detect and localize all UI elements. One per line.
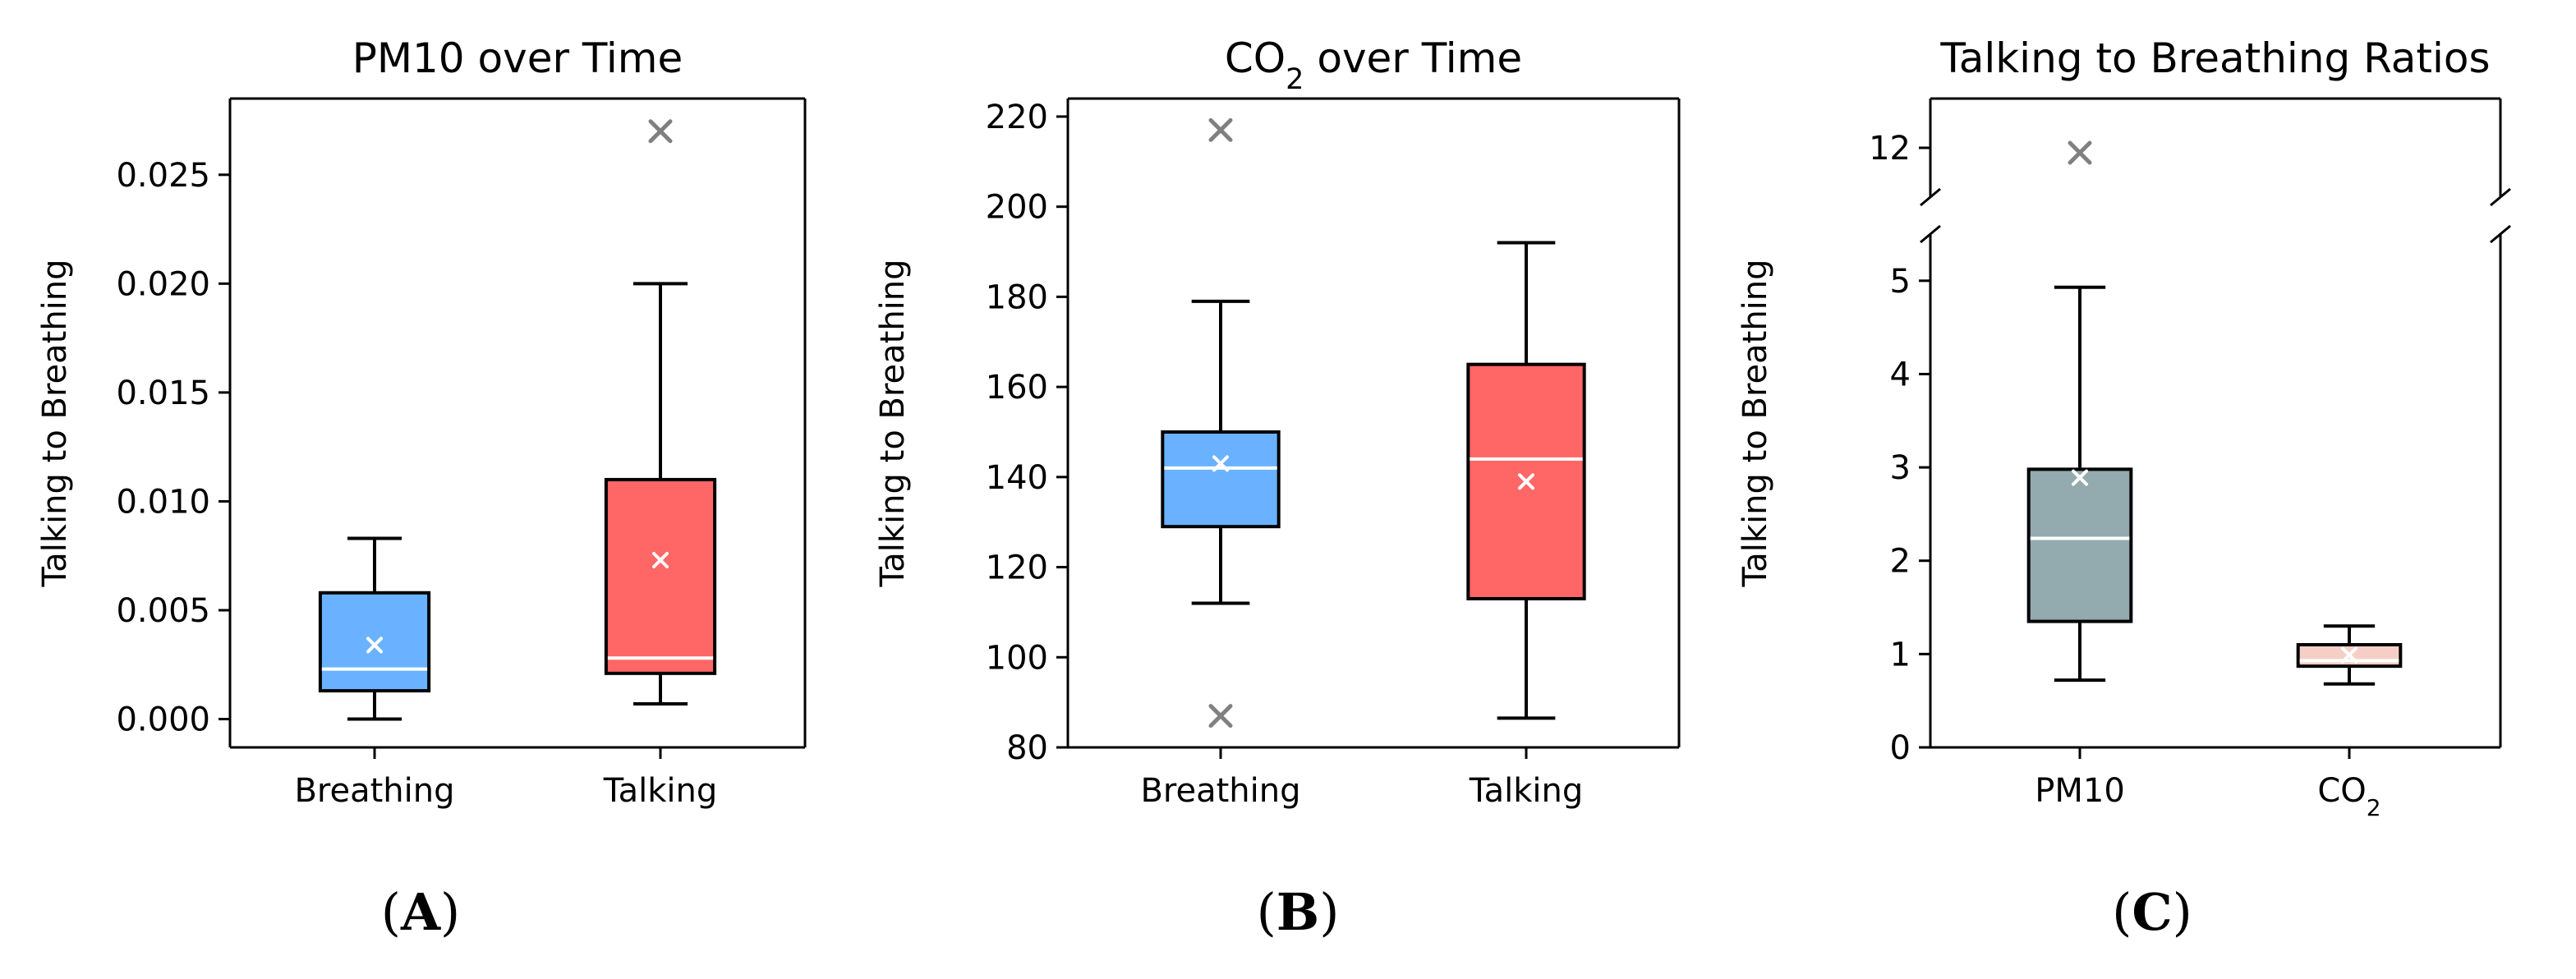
box-talking: Talking <box>1466 241 1586 810</box>
outlier-marker <box>2068 140 2092 165</box>
mean-marker <box>366 637 383 654</box>
panel-label: (A) <box>381 882 461 942</box>
box-body <box>2026 467 2133 623</box>
y-tick-label: 140 <box>986 459 1048 497</box>
y-tick-label: 180 <box>986 278 1048 316</box>
y-tick-label: 0.000 <box>116 701 210 739</box>
y-tick-label: 160 <box>986 369 1048 407</box>
x-tick-label-text: Breathing <box>294 772 454 810</box>
y-tick-label: 4 <box>1890 356 1911 393</box>
x-tick-label-subscript: 2 <box>2367 794 2381 821</box>
panel-label-close: ) <box>1319 882 1339 942</box>
x-tick-label: CO2 <box>2317 772 2380 821</box>
y-tick-label: 0.025 <box>116 157 210 195</box>
mean-marker <box>1212 455 1229 472</box>
mean-marker-stroke-b <box>366 637 383 654</box>
chart-title: PM10 over Time <box>352 34 683 82</box>
panel-label-close: ) <box>440 882 460 942</box>
y-axis-label: Talking to Breathing <box>1736 259 1774 587</box>
y-tick-label: 80 <box>1006 729 1048 767</box>
box-co2: CO2 <box>2296 624 2403 821</box>
y-tick-label: 1 <box>1890 636 1911 673</box>
mean-marker-stroke-b <box>1212 455 1229 472</box>
mean-marker <box>2341 646 2358 664</box>
outlier-marker-stroke-b <box>2068 140 2092 165</box>
box-breathing: Breathing <box>1140 117 1301 810</box>
chart-title: Talking to Breathing Ratios <box>1939 34 2490 82</box>
panel-label-open: ( <box>2112 882 2132 942</box>
panel-label-letter: C <box>2132 882 2172 942</box>
box-breathing: Breathing <box>294 536 455 810</box>
axis-break-mark <box>1920 187 1941 207</box>
mean-marker <box>1518 473 1534 490</box>
panel-label-letter: A <box>400 882 441 942</box>
panel-label-close: ) <box>2173 882 2192 942</box>
x-tick-label: Breathing <box>1140 772 1300 810</box>
x-tick-label-text: Breathing <box>1140 772 1300 810</box>
x-tick-label-text: Talking <box>1469 772 1583 810</box>
mean-marker-stroke-b <box>1518 473 1534 490</box>
outlier-marker-stroke-b <box>648 119 673 144</box>
mean-marker <box>2072 469 2088 486</box>
y-tick-label: 120 <box>986 549 1048 587</box>
outlier-marker <box>648 119 673 144</box>
y-tick-label: 220 <box>986 99 1048 136</box>
panel-label-open: ( <box>381 882 401 942</box>
chart-title-text-end: over Time <box>1304 34 1522 82</box>
y-tick-label: 2 <box>1890 543 1911 581</box>
mean-marker <box>652 552 669 569</box>
box-pm10: PM10 <box>2026 140 2133 810</box>
y-axis-label: Talking to Breathing <box>36 259 74 587</box>
chart-panel-a: PM10 over Time Talking to Breathing 0.000 0… <box>36 34 807 942</box>
chart-title-text: Talking to Breathing Ratios <box>1939 34 2490 82</box>
panel-label: (B) <box>1257 882 1340 942</box>
x-tick-label: Talking <box>1469 772 1583 810</box>
axis-break-mark <box>2490 224 2511 244</box>
panel-label: (C) <box>2112 882 2192 942</box>
outlier-marker <box>1208 704 1233 729</box>
y-tick-label: 100 <box>986 639 1048 677</box>
mean-marker-stroke-b <box>2341 646 2358 664</box>
x-tick-label-text: Talking <box>603 772 717 810</box>
box-body <box>1161 430 1281 529</box>
y-tick-label: 0.005 <box>116 592 210 630</box>
y-tick-label: 12 <box>1869 130 1911 168</box>
box-body <box>318 591 431 693</box>
chart-title-subscript: 2 <box>1286 63 1304 96</box>
axis-break-mark <box>1920 224 1941 244</box>
x-tick-label: Talking <box>603 772 717 810</box>
x-tick-label-text: PM10 <box>2035 772 2125 810</box>
y-tick-label: 200 <box>986 189 1048 227</box>
x-tick-label-text: CO <box>2317 772 2366 810</box>
chart-title-text: CO <box>1225 34 1286 82</box>
outlier-marker-stroke-b <box>1208 117 1233 142</box>
outlier-marker-stroke-b <box>1208 704 1233 729</box>
mean-marker-stroke-b <box>652 552 669 569</box>
axis-break-mark <box>2490 187 2511 207</box>
box-talking: Talking <box>603 119 717 810</box>
y-tick-label: 0.015 <box>116 375 210 412</box>
y-tick-label: 5 <box>1890 263 1911 301</box>
box-body <box>604 477 717 675</box>
outlier-marker <box>1208 117 1233 142</box>
x-tick-label: Breathing <box>294 772 454 810</box>
y-axis-label: Talking to Breathing <box>874 259 912 587</box>
chart-title: CO2 over Time <box>1225 34 1522 96</box>
chart-panel-b: CO2 over Time Talking to Breathing 80 100 12… <box>874 34 1681 942</box>
y-tick-label: 0.010 <box>116 483 210 521</box>
y-tick-label: 0 <box>1890 729 1911 767</box>
x-tick-label: PM10 <box>2035 772 2125 810</box>
chart-title-text: PM10 over Time <box>352 34 683 82</box>
y-tick-label: 3 <box>1890 449 1911 487</box>
mean-marker-stroke-b <box>2072 469 2088 486</box>
chart-panel-c: Talking to Breathing Ratios Talking to Br… <box>1736 34 2511 942</box>
panel-label-open: ( <box>1257 882 1276 942</box>
panel-label-letter: B <box>1276 882 1319 942</box>
y-tick-label: 0.020 <box>116 265 210 303</box>
